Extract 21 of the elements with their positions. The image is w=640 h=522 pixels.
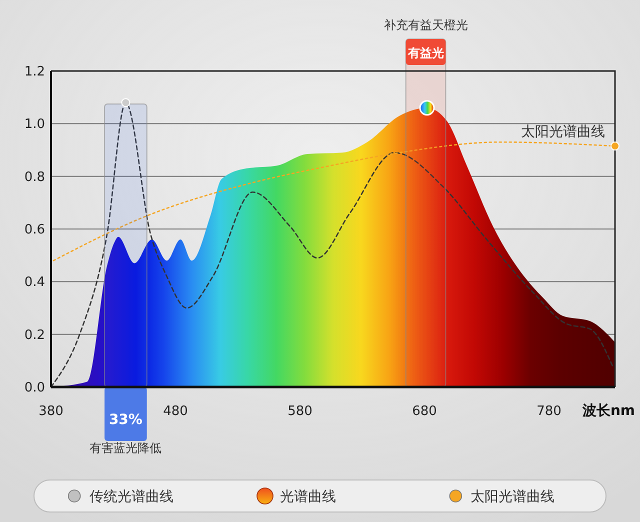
legend-label: 太阳光谱曲线 [470, 488, 555, 505]
text: 补充有益天橙光 [384, 18, 468, 32]
y-tick-label: 0.2 [24, 328, 45, 343]
x-tick-label: 580 [288, 404, 312, 419]
y-tick-label: 0.6 [24, 222, 45, 238]
band-label: 33% [108, 412, 142, 428]
y-tick-label: 1.2 [24, 64, 45, 80]
band-label: 有益光 [406, 46, 444, 60]
y-tick-label: 0.4 [24, 275, 45, 290]
x-tick-label: 780 [536, 404, 562, 419]
y-tick-label: 0.0 [24, 380, 45, 396]
text: 太阳光谱曲线 [521, 124, 605, 140]
y-tick-label: 0.8 [24, 170, 45, 185]
x-tick-label: 380 [38, 404, 64, 419]
y-tick-label: 1.0 [24, 117, 45, 132]
text: 有害蓝光降低 [90, 441, 162, 455]
x-axis-title: 波长nm [581, 403, 635, 419]
legend-label: 传统光谱曲线 [89, 488, 174, 505]
x-tick-label: 680 [412, 404, 437, 419]
legend-label: 光谱曲线 [280, 488, 336, 505]
x-tick-label: 480 [163, 404, 188, 419]
